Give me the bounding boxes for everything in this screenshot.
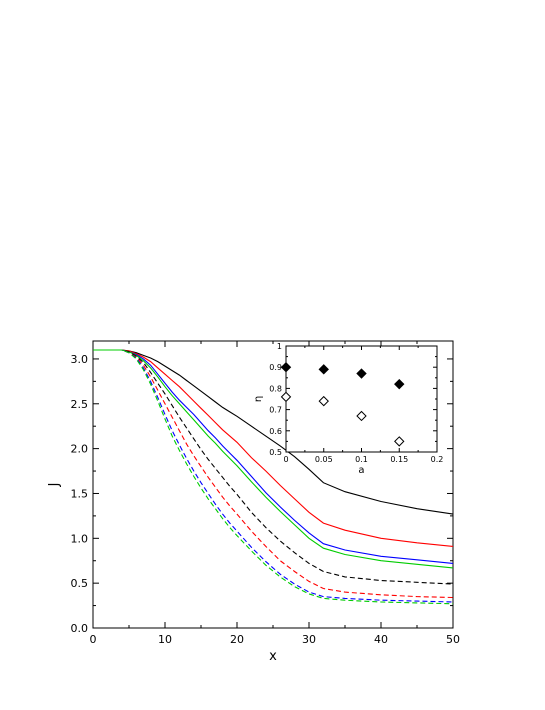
inset-y-tick-label: 0.5 [269,448,282,457]
inset-y-tick-label: 0.9 [269,363,282,372]
series-line-2 [93,349,454,547]
inset-x-tick-label: 0.05 [315,455,333,464]
inset-x-tick-label: 0.2 [431,455,444,464]
y-tick-label: 2.0 [71,443,89,456]
inset-point-open [318,395,329,407]
inset-x-axis-label: a [358,465,364,476]
x-tick-label: 40 [374,633,388,646]
x-tick-label: 50 [446,633,460,646]
inset-y-tick-label: 0.6 [269,427,282,436]
inset-point-open [394,436,405,447]
x-tick-label: 20 [230,633,244,646]
x-axis-label: x [269,649,277,664]
series-line-8 [93,349,454,605]
y-tick-label: 2.5 [71,398,89,411]
y-tick-label: 3.0 [71,353,89,366]
inset-point-open [280,391,292,403]
inset-x-tick-label: 0.15 [390,455,408,464]
y-axis-label: J [47,483,62,488]
inset-x-tick-label: 0 [283,455,288,464]
inset-plot-frame [285,345,438,453]
x-tick-label: 10 [158,633,172,646]
inset-point-filled [318,364,329,375]
x-tick-label: 30 [302,633,316,646]
series-line-7 [93,349,454,603]
y-tick-label: 0.0 [71,622,89,635]
inset-y-tick-label: 0.8 [269,384,282,393]
inset-y-axis-label: η [253,396,264,402]
series-line-4 [93,349,454,569]
inset-point-open [356,410,367,422]
inset-point-filled [394,378,405,390]
series-line-1 [93,349,454,515]
inset-y-tick-label: 0.7 [269,406,282,415]
inset-point-filled [356,368,367,379]
series-line-5 [93,349,454,585]
inset-point-filled [280,361,292,373]
inset-x-tick-label: 0.1 [355,455,368,464]
inset-y-tick-label: 1 [277,342,282,351]
x-tick-label: 0 [90,633,97,646]
series-line-6 [93,349,454,599]
y-tick-label: 1.0 [71,532,89,545]
y-tick-label: 0.5 [71,577,89,590]
series-line-3 [93,349,454,564]
y-tick-label: 1.5 [71,487,89,500]
